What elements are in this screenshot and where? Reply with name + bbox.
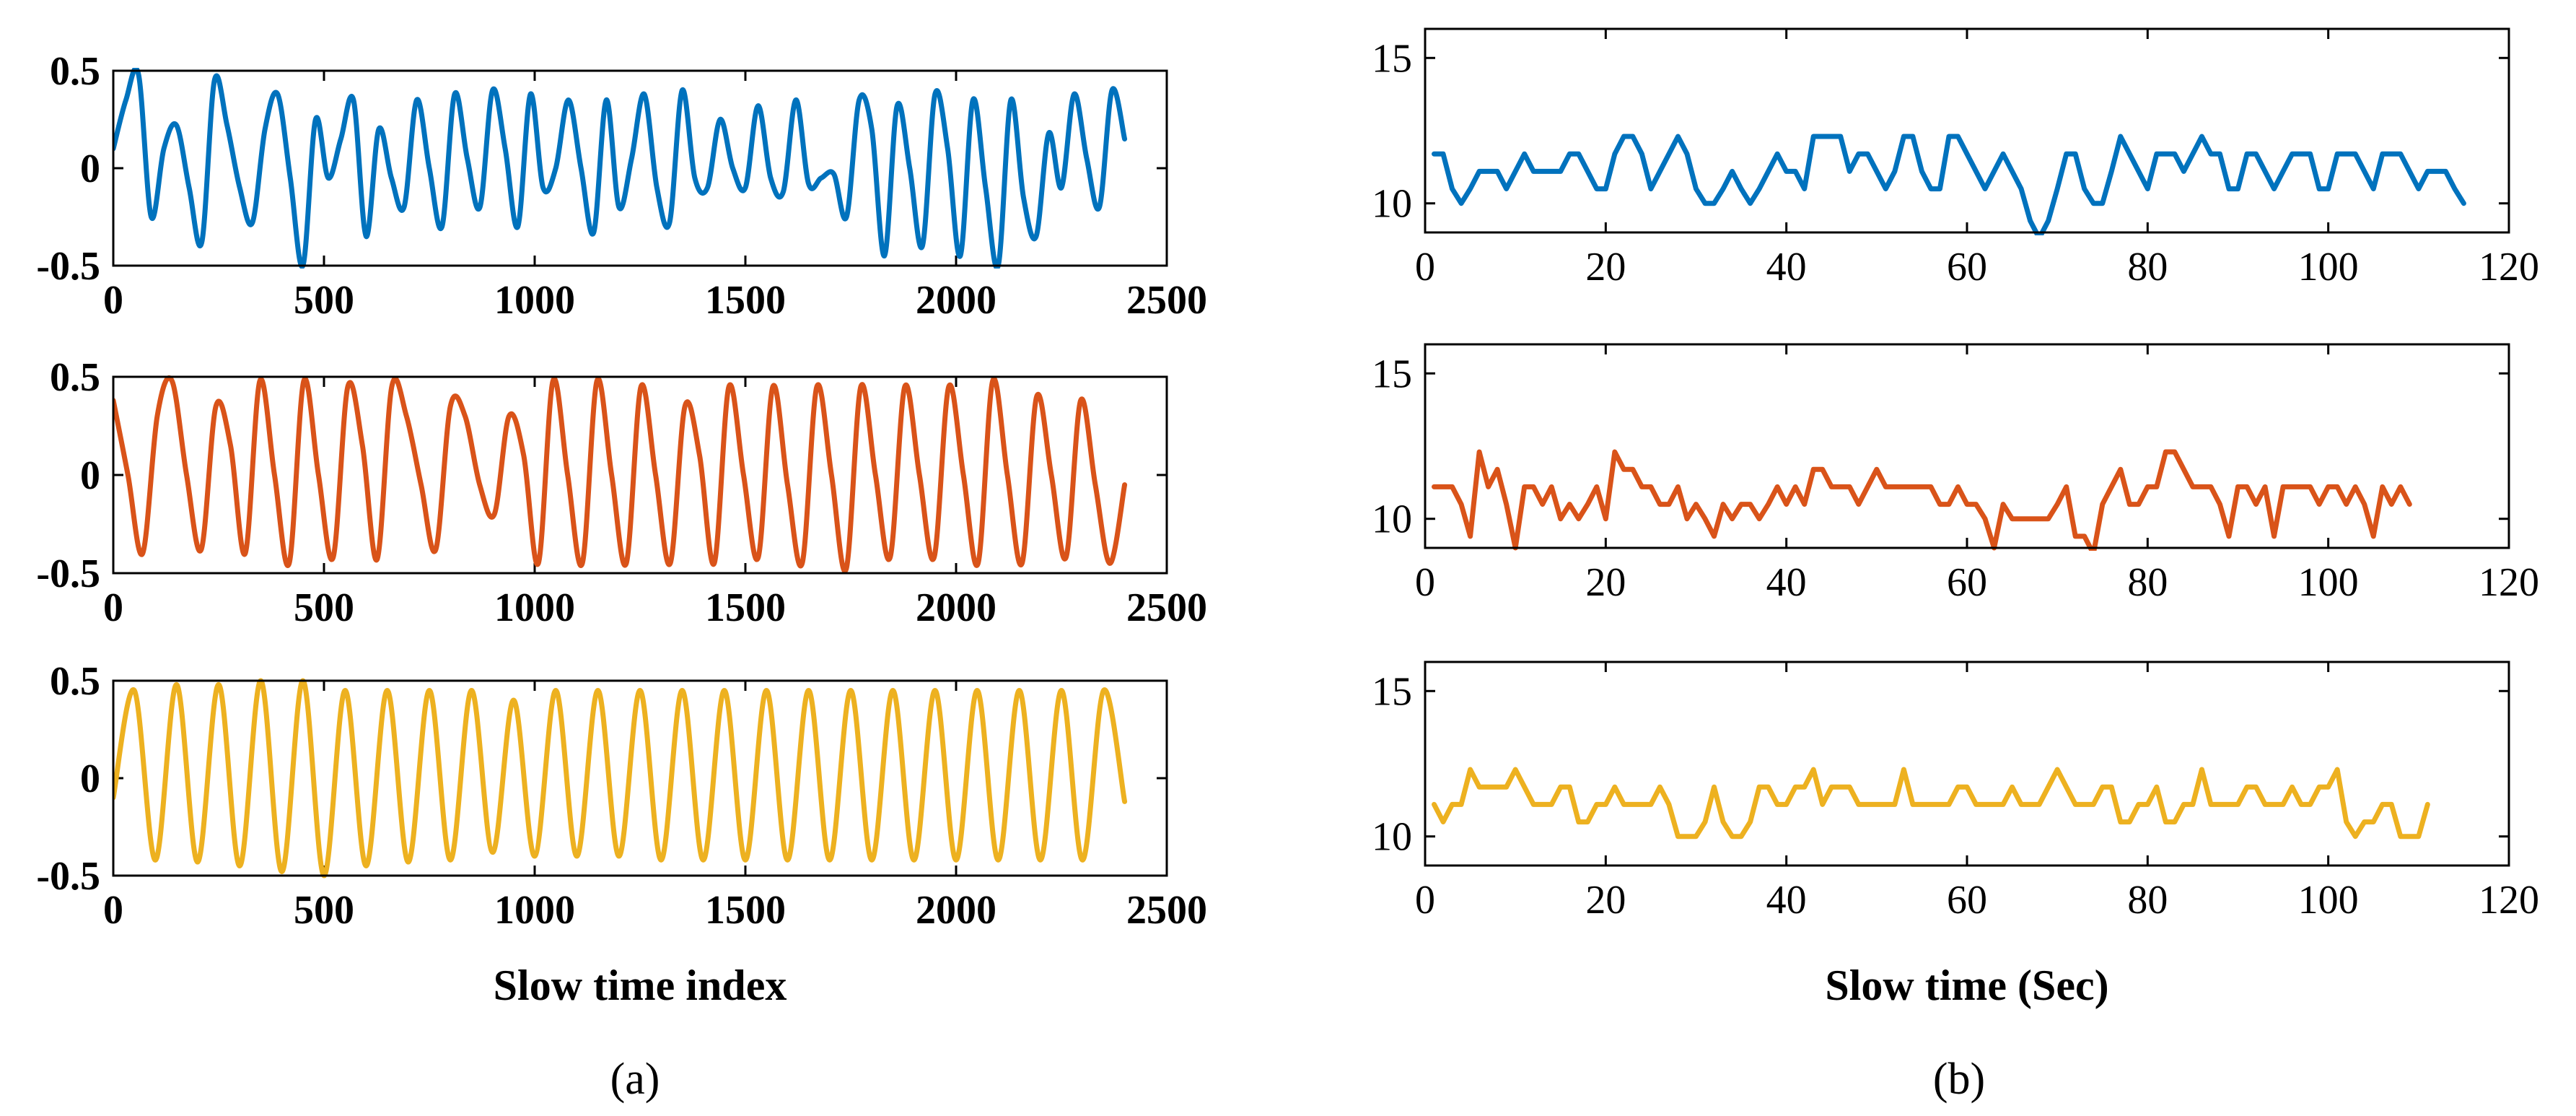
x-tick-label: 2000 xyxy=(916,585,996,630)
x-tick-label: 1000 xyxy=(494,585,575,630)
x-tick-label: 0 xyxy=(103,278,123,323)
axes-frame xyxy=(1424,661,2510,867)
x-tick-label: 100 xyxy=(2298,245,2359,289)
axes-frame xyxy=(112,375,1168,575)
panel-label-a: (a) xyxy=(610,1055,660,1104)
x-tick-label: 500 xyxy=(294,888,354,933)
y-tick-label: 0 xyxy=(80,147,100,191)
y-tick-label: 15 xyxy=(1372,669,1412,714)
y-tick-label: 15 xyxy=(1372,352,1412,396)
x-tick-label: 60 xyxy=(1947,560,1987,605)
y-tick-label: 0.5 xyxy=(50,659,100,704)
series-line xyxy=(113,375,1128,574)
x-tick-label: 1000 xyxy=(494,888,575,933)
y-tick-label: 0 xyxy=(80,757,100,801)
series-line xyxy=(1432,767,2430,840)
y-tick-label: 10 xyxy=(1372,815,1412,860)
x-tick-label: 2000 xyxy=(916,278,996,323)
x-axis-label: Slow time index xyxy=(494,962,787,1009)
x-tick-label: 40 xyxy=(1766,245,1807,289)
x-tick-label: 100 xyxy=(2298,560,2359,605)
x-tick-label: 100 xyxy=(2298,878,2359,923)
x-tick-label: 80 xyxy=(2127,245,2168,289)
axes-frame xyxy=(112,679,1168,877)
x-tick-label: 2500 xyxy=(1126,585,1207,630)
x-tick-label: 0 xyxy=(1415,878,1435,923)
x-tick-label: 60 xyxy=(1947,245,1987,289)
x-tick-label: 2500 xyxy=(1126,888,1207,933)
y-tick-label: -0.5 xyxy=(36,244,100,289)
series-line xyxy=(1432,134,2466,235)
chart-b-3: 0 20 40 60 80 100 120 15 10 Slow time (Sec) xyxy=(1372,661,2539,1009)
series-line xyxy=(113,678,1128,879)
series-line xyxy=(1432,449,2412,551)
y-tick-label: 10 xyxy=(1372,497,1412,542)
x-tick-label: 120 xyxy=(2479,560,2539,605)
x-tick-label: 120 xyxy=(2479,878,2539,923)
x-tick-label: 40 xyxy=(1766,878,1807,923)
x-tick-label: 1500 xyxy=(705,278,786,323)
panel-label-b: (b) xyxy=(1933,1055,1985,1104)
chart-b-1: 0 20 40 60 80 100 120 15 10 xyxy=(1372,27,2539,289)
y-tick-label: -0.5 xyxy=(36,854,100,899)
y-tick-label: 0.5 xyxy=(50,355,100,400)
x-tick-label: 0 xyxy=(1415,245,1435,289)
y-tick-label: 15 xyxy=(1372,36,1412,81)
x-tick-label: 0 xyxy=(103,888,123,933)
axes-frame xyxy=(1424,343,2510,549)
series-line xyxy=(113,68,1128,269)
x-axis-label: Slow time (Sec) xyxy=(1825,962,2108,1009)
x-tick-label: 1500 xyxy=(705,585,786,630)
y-tick-label: 10 xyxy=(1372,182,1412,227)
axes-frame xyxy=(1424,27,2510,234)
x-tick-label: 500 xyxy=(294,278,354,323)
x-tick-label: 20 xyxy=(1585,245,1626,289)
chart-b-2: 0 20 40 60 80 100 120 15 10 xyxy=(1372,343,2539,605)
x-tick-label: 120 xyxy=(2479,245,2539,289)
x-tick-label: 1000 xyxy=(494,278,575,323)
x-tick-label: 40 xyxy=(1766,560,1807,605)
x-tick-label: 0 xyxy=(1415,560,1435,605)
axes-frame xyxy=(112,69,1168,267)
x-tick-label: 20 xyxy=(1585,560,1626,605)
x-tick-label: 60 xyxy=(1947,878,1987,923)
y-tick-label: 0.5 xyxy=(50,49,100,94)
x-tick-label: 80 xyxy=(2127,560,2168,605)
x-tick-label: 2500 xyxy=(1126,278,1207,323)
x-tick-label: 2000 xyxy=(916,888,996,933)
x-tick-label: 500 xyxy=(294,585,354,630)
x-tick-label: 0 xyxy=(103,585,123,630)
x-tick-label: 20 xyxy=(1585,878,1626,923)
y-tick-label: -0.5 xyxy=(36,552,100,596)
x-tick-label: 1500 xyxy=(705,888,786,933)
y-tick-label: 0 xyxy=(80,453,100,498)
x-tick-label: 80 xyxy=(2127,878,2168,923)
